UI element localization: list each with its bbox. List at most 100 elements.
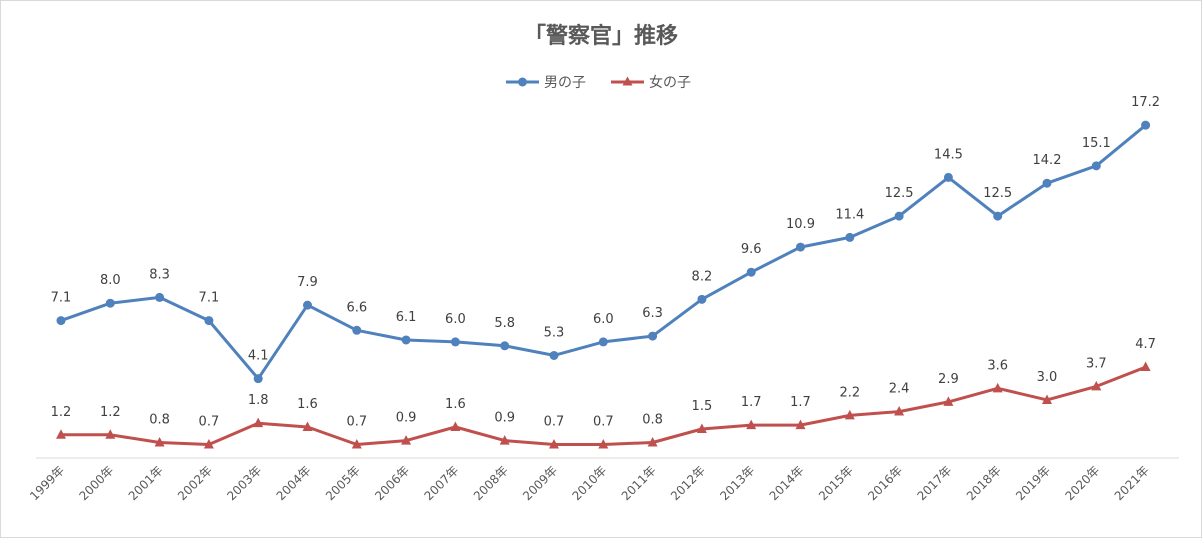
data-point bbox=[499, 435, 510, 445]
data-point bbox=[253, 374, 263, 384]
data-label: 8.0 bbox=[100, 273, 121, 288]
x-tick-label: 2016年 bbox=[865, 463, 905, 503]
data-label: 15.1 bbox=[1082, 136, 1111, 151]
data-label: 3.0 bbox=[1037, 370, 1058, 385]
data-label: 8.3 bbox=[149, 267, 170, 282]
data-point bbox=[204, 316, 214, 326]
data-point bbox=[450, 337, 460, 347]
data-label: 17.2 bbox=[1131, 95, 1160, 110]
data-point bbox=[1141, 120, 1151, 130]
series-1: 1.2 1.2 0.8 0.7 1.8 1.6 0.7 0.9 1.6 0.9 0.7 0.7 0.8 1… bbox=[51, 337, 1156, 449]
data-point bbox=[155, 292, 165, 302]
data-label: 4.1 bbox=[248, 349, 269, 364]
data-point bbox=[154, 437, 165, 447]
x-tick-label: 2006年 bbox=[372, 463, 412, 503]
data-label: 4.7 bbox=[1135, 337, 1156, 352]
data-point bbox=[56, 429, 66, 439]
series-0: 7.1 8.0 8.3 7.1 4.1 7.9 6.6 6.1 6.0 5.8 5.3 6.0 6.3 8… bbox=[51, 95, 1160, 384]
data-label: 1.6 bbox=[445, 397, 466, 412]
data-point bbox=[302, 421, 313, 432]
data-point bbox=[1140, 361, 1151, 372]
x-tick-label: 1999年 bbox=[27, 463, 67, 503]
data-label: 0.7 bbox=[593, 414, 614, 429]
data-point bbox=[401, 335, 411, 345]
x-tick-label: 2010年 bbox=[569, 463, 609, 503]
legend-item-boys: 男の子 bbox=[506, 75, 586, 91]
data-point bbox=[943, 396, 954, 406]
data-point bbox=[500, 341, 510, 351]
data-point bbox=[549, 438, 559, 449]
data-label: 1.8 bbox=[248, 393, 269, 408]
data-point bbox=[697, 294, 707, 304]
data-label: 3.7 bbox=[1086, 356, 1107, 371]
data-point bbox=[351, 438, 362, 449]
data-point bbox=[1091, 380, 1102, 391]
data-label: 7.1 bbox=[199, 291, 220, 306]
data-point bbox=[845, 232, 855, 242]
chart-title: 「警察官」推移 bbox=[524, 23, 678, 49]
legend-label-girls: 女の子 bbox=[649, 74, 691, 91]
x-tick-label: 2001年 bbox=[126, 463, 166, 503]
data-point bbox=[203, 438, 214, 449]
x-tick-label: 2019年 bbox=[1013, 463, 1053, 503]
x-tick-label: 2008年 bbox=[471, 463, 511, 503]
data-point bbox=[598, 438, 609, 449]
data-label: 1.7 bbox=[741, 395, 762, 410]
data-label: 0.9 bbox=[396, 411, 417, 426]
data-point bbox=[352, 325, 362, 335]
x-tick-label: 2020年 bbox=[1062, 463, 1102, 503]
x-tick-label: 2013年 bbox=[717, 463, 757, 503]
data-point bbox=[746, 419, 757, 430]
x-tick-label: 2007年 bbox=[422, 463, 462, 503]
data-point bbox=[746, 267, 756, 277]
data-point bbox=[844, 409, 855, 420]
x-tick-label: 2021年 bbox=[1112, 463, 1152, 503]
data-label: 1.5 bbox=[692, 399, 713, 414]
data-label: 12.5 bbox=[983, 186, 1012, 201]
data-label: 10.9 bbox=[786, 217, 815, 232]
data-label: 0.8 bbox=[149, 413, 170, 428]
x-tick-label: 2009年 bbox=[520, 463, 560, 503]
data-point bbox=[1091, 161, 1101, 171]
data-point bbox=[696, 423, 707, 433]
data-label: 2.4 bbox=[889, 382, 910, 397]
data-label: 1.6 bbox=[297, 397, 318, 412]
data-point bbox=[303, 300, 312, 310]
data-point bbox=[894, 406, 905, 416]
data-point bbox=[1042, 394, 1052, 404]
series-1-line bbox=[59, 365, 1148, 446]
data-label: 0.7 bbox=[346, 414, 367, 429]
data-label: 0.9 bbox=[494, 411, 515, 426]
data-point bbox=[105, 298, 115, 308]
data-point bbox=[943, 172, 953, 182]
data-label: 14.5 bbox=[934, 147, 963, 162]
data-label: 9.6 bbox=[741, 242, 762, 257]
data-point bbox=[795, 419, 806, 430]
x-tick-label: 2014年 bbox=[767, 463, 807, 503]
x-tick-label: 2002年 bbox=[175, 463, 215, 503]
data-point bbox=[993, 211, 1003, 221]
data-label: 0.7 bbox=[199, 414, 220, 429]
x-tick-label: 2004年 bbox=[274, 463, 314, 503]
data-label: 8.2 bbox=[692, 269, 713, 284]
data-label: 11.4 bbox=[835, 207, 864, 222]
x-tick-label: 2011年 bbox=[619, 463, 659, 503]
data-point bbox=[105, 429, 116, 439]
legend-item-girls: 女の子 bbox=[611, 74, 691, 91]
legend-label-boys: 男の子 bbox=[544, 75, 586, 91]
data-point bbox=[253, 417, 264, 428]
data-label: 3.6 bbox=[987, 358, 1008, 373]
data-label: 7.1 bbox=[51, 291, 72, 306]
data-label: 2.9 bbox=[938, 372, 959, 387]
data-label: 6.6 bbox=[346, 300, 367, 315]
data-label: 1.7 bbox=[790, 395, 811, 410]
legend: 男の子 女の子 bbox=[506, 74, 691, 91]
data-point bbox=[1042, 178, 1052, 188]
x-tick-label: 2018年 bbox=[964, 463, 1004, 503]
x-tick-label: 2017年 bbox=[915, 463, 955, 503]
data-label: 1.2 bbox=[100, 405, 121, 420]
data-label: 2.2 bbox=[839, 385, 860, 400]
data-point bbox=[992, 382, 1003, 393]
